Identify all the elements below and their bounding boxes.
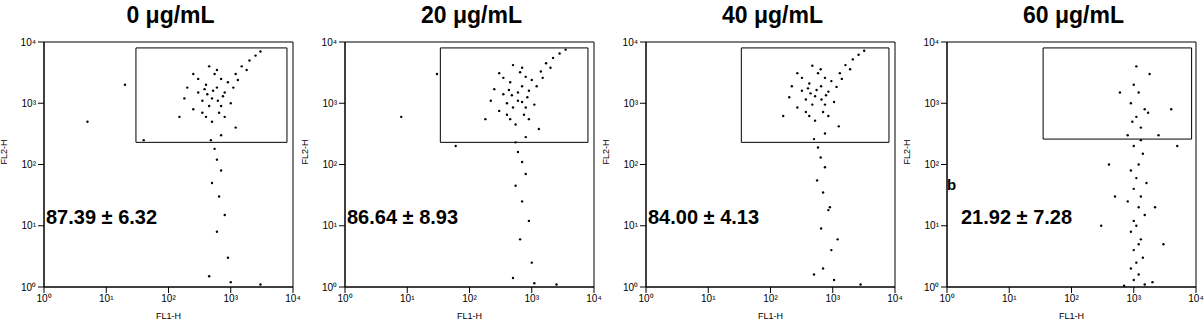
svg-text:10³: 10³ <box>525 293 540 304</box>
svg-text:10²: 10² <box>763 293 778 304</box>
svg-text:10³: 10³ <box>624 98 639 109</box>
svg-text:10⁴: 10⁴ <box>586 293 601 304</box>
html-text:60 μg/mL: 60 μg/mL <box>1023 2 1124 28</box>
svg-text:10⁴: 10⁴ <box>887 293 902 304</box>
svg-text:10²: 10² <box>161 293 176 304</box>
html-text:86.64 ± 8.93: 86.64 ± 8.93 <box>347 206 459 228</box>
svg-text:10¹: 10¹ <box>22 220 37 231</box>
svg-text:10²: 10² <box>1064 293 1079 304</box>
svg-text:10³: 10³ <box>1127 293 1142 304</box>
html-text:87.39 ± 6.32: 87.39 ± 6.32 <box>46 206 158 228</box>
svg-text:10³: 10³ <box>925 98 940 109</box>
svg-text:10⁰: 10⁰ <box>924 282 939 293</box>
svg-text:10²: 10² <box>323 159 338 170</box>
svg-text:10²: 10² <box>624 159 639 170</box>
svg-text:10¹: 10¹ <box>323 220 338 231</box>
svg-text:10¹: 10¹ <box>701 293 716 304</box>
svg-text:10⁰: 10⁰ <box>623 282 638 293</box>
svg-text:10⁴: 10⁴ <box>322 37 337 48</box>
svg-text:10³: 10³ <box>22 98 37 109</box>
svg-text:10⁴: 10⁴ <box>1188 293 1196 304</box>
svg-text:10³: 10³ <box>323 98 338 109</box>
svg-text:10⁴: 10⁴ <box>623 37 638 48</box>
svg-text:10³: 10³ <box>224 293 239 304</box>
svg-text:10³: 10³ <box>826 293 841 304</box>
svg-text:10²: 10² <box>22 159 37 170</box>
svg-text:10⁰: 10⁰ <box>36 293 51 304</box>
html-text:21.92 ± 7.28: 21.92 ± 7.28 <box>961 206 1073 228</box>
svg-text:10⁰: 10⁰ <box>21 282 36 293</box>
svg-text:10²: 10² <box>925 159 940 170</box>
svg-text:FL2-H: FL2-H <box>602 139 611 164</box>
html-text:b: b <box>947 176 957 193</box>
svg-text:FL1-H: FL1-H <box>758 311 783 321</box>
html-text:0 μg/mL: 0 μg/mL <box>126 2 215 28</box>
svg-text:10⁴: 10⁴ <box>285 293 300 304</box>
svg-text:10⁰: 10⁰ <box>638 293 653 304</box>
svg-text:10¹: 10¹ <box>400 293 415 304</box>
svg-text:FL2-H: FL2-H <box>301 139 310 164</box>
svg-text:FL1-H: FL1-H <box>1059 311 1084 321</box>
svg-text:10¹: 10¹ <box>925 220 940 231</box>
svg-text:10¹: 10¹ <box>624 220 639 231</box>
svg-text:10¹: 10¹ <box>99 293 114 304</box>
svg-text:10⁰: 10⁰ <box>322 282 337 293</box>
svg-text:10⁴: 10⁴ <box>21 37 36 48</box>
html-text:84.00 ± 4.13: 84.00 ± 4.13 <box>648 206 760 228</box>
svg-text:10⁰: 10⁰ <box>337 293 352 304</box>
html-text:20 μg/mL: 20 μg/mL <box>421 2 522 28</box>
svg-text:FL2-H: FL2-H <box>903 139 912 164</box>
svg-text:10¹: 10¹ <box>1002 293 1017 304</box>
svg-text:10⁰: 10⁰ <box>939 293 954 304</box>
svg-text:10²: 10² <box>462 293 477 304</box>
html-text:40 μg/mL: 40 μg/mL <box>722 2 823 28</box>
svg-text:10⁴: 10⁴ <box>924 37 939 48</box>
svg-text:FL2-H: FL2-H <box>8 139 9 164</box>
svg-text:FL1-H: FL1-H <box>457 311 482 321</box>
svg-text:FL1-H: FL1-H <box>156 311 181 321</box>
